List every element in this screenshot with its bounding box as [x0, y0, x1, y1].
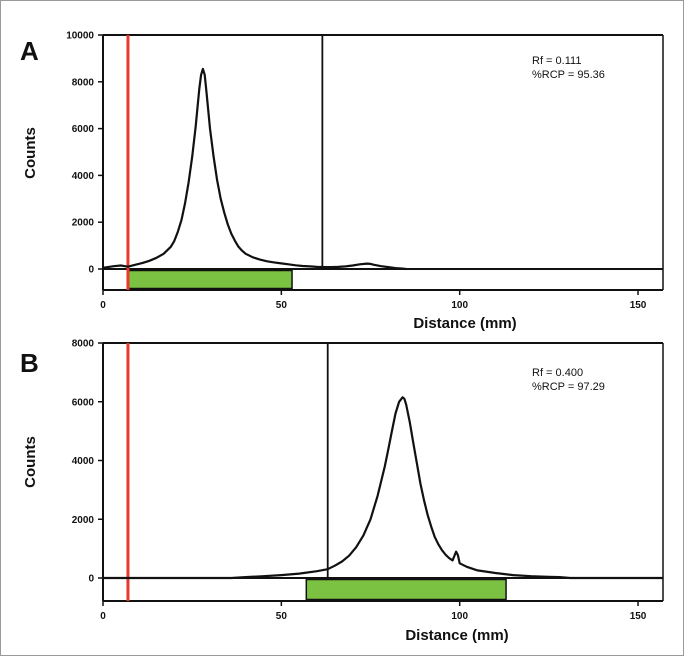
roi-bar — [127, 269, 293, 290]
x-tick-label: 50 — [276, 300, 288, 311]
panel-b: 0 2000 4000 6000 8000 0 50 100 150 B Counts Dist… — [20, 339, 664, 644]
y-tick-label: 6000 — [72, 397, 95, 408]
annotation-rcp: %RCP = 95.36 — [532, 69, 605, 81]
y-axis-title: Counts — [22, 127, 39, 179]
x-tick-label: 100 — [451, 300, 468, 311]
y-tick-label: 0 — [88, 574, 94, 585]
y-tick-label: 4000 — [72, 456, 95, 467]
x-axis-title: Distance (mm) — [405, 627, 508, 644]
y-tick-label: 4000 — [72, 171, 95, 182]
x-tick-label: 100 — [451, 611, 468, 622]
y-tick-label: 6000 — [72, 124, 95, 135]
panel-a: 0 2000 4000 6000 8000 10000 0 50 100 150 A Counts… — [20, 31, 664, 332]
annotation-rcp: %RCP = 97.29 — [532, 381, 605, 393]
panel-label: A — [20, 36, 39, 66]
y-tick-label: 2000 — [72, 218, 95, 229]
roi-bar — [305, 578, 507, 601]
panel-label: B — [20, 348, 39, 378]
y-tick-label: 2000 — [72, 515, 95, 526]
y-axis-title: Counts — [22, 436, 39, 488]
y-tick-label: 10000 — [66, 31, 94, 42]
annotation-rf: Rf = 0.111 — [532, 55, 581, 67]
x-axis-title: Distance (mm) — [413, 315, 516, 332]
series-line — [102, 67, 407, 271]
x-tick-label: 0 — [100, 611, 106, 622]
x-tick-label: 50 — [276, 611, 288, 622]
series-line — [103, 396, 663, 580]
x-tick-label: 150 — [630, 300, 647, 311]
annotation-rf: Rf = 0.400 — [532, 367, 583, 379]
x-tick-label: 0 — [100, 300, 106, 311]
y-tick-label: 8000 — [72, 339, 95, 350]
y-tick-label: 0 — [88, 265, 94, 276]
x-tick-label: 150 — [630, 611, 647, 622]
plot-area: 0 2000 4000 6000 8000 0 50 100 150 — [72, 339, 664, 622]
y-tick-label: 8000 — [72, 77, 95, 88]
plot-area: 0 2000 4000 6000 8000 10000 0 50 100 150 — [66, 31, 664, 311]
